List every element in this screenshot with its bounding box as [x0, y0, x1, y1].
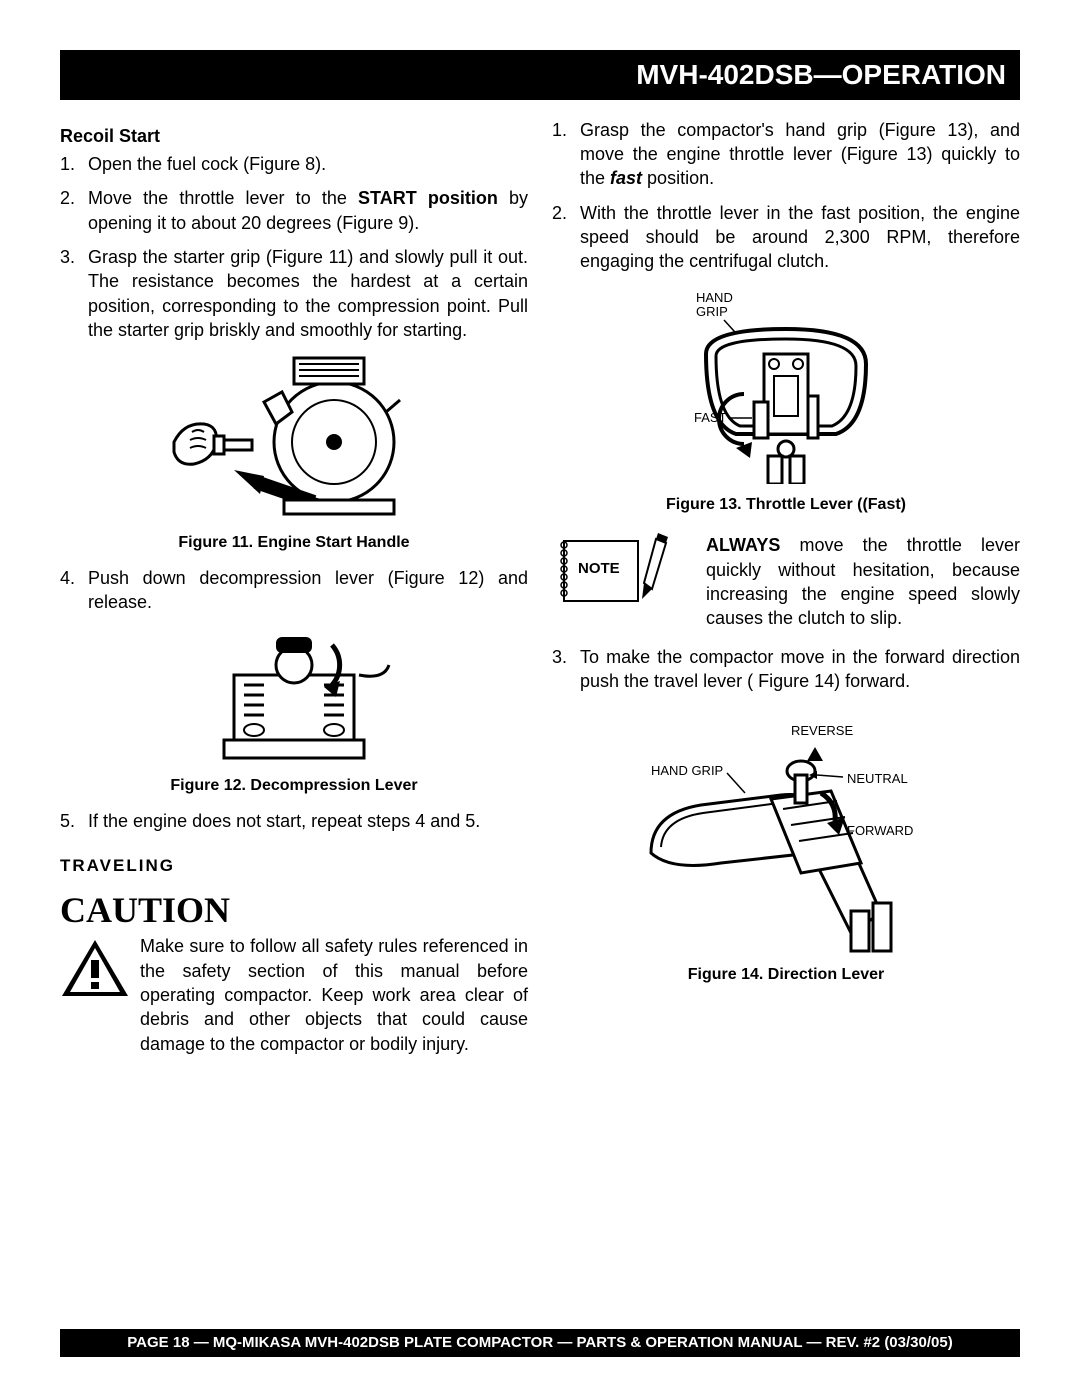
- content-columns: Recoil Start Open the fuel cock (Figure …: [60, 118, 1020, 1056]
- warning-triangle-icon: [60, 938, 130, 1000]
- hand-grip-label: HAND: [696, 290, 733, 305]
- step-2: Move the throttle lever to the START pos…: [60, 186, 528, 235]
- throttle-lever-diagram: HAND GRIP FAST: [656, 284, 916, 484]
- figure-14: REVERSE HAND GRIP NEUTRAL FORWARD: [552, 713, 1020, 959]
- right-column: Grasp the compactor's hand grip (Figure …: [552, 118, 1020, 1056]
- step-3: Grasp the starter grip (Figure 11) and s…: [60, 245, 528, 342]
- recoil-steps-2: Push down decompression lever (Figure 12…: [60, 566, 528, 615]
- forward-label: FORWARD: [847, 823, 913, 838]
- r-step-3: To make the compactor move in the forwar…: [552, 645, 1020, 694]
- direction-lever-diagram: REVERSE HAND GRIP NEUTRAL FORWARD: [621, 713, 951, 953]
- step-5: If the engine does not start, repeat ste…: [60, 809, 528, 833]
- caution-title: CAUTION: [60, 886, 528, 935]
- figure-11: [60, 352, 528, 528]
- header-bar: MVH-402DSB—OPERATION: [60, 50, 1020, 100]
- note-block: NOTE ALWAYS move the throttle lever quic…: [552, 533, 1020, 630]
- note-text: ALWAYS move the throttle lever quickly w…: [706, 533, 1020, 630]
- step-4: Push down decompression lever (Figure 12…: [60, 566, 528, 615]
- reverse-label: REVERSE: [791, 723, 853, 738]
- r-step-2: With the throttle lever in the fast posi…: [552, 201, 1020, 274]
- figure-12-caption: Figure 12. Decompression Lever: [60, 775, 528, 797]
- note-icon: NOTE: [552, 533, 692, 613]
- step-1: Open the fuel cock (Figure 8).: [60, 152, 528, 176]
- traveling-heading: TRAVELING: [60, 855, 528, 878]
- figure-14-caption: Figure 14. Direction Lever: [552, 964, 1020, 986]
- figure-12: [60, 625, 528, 771]
- footer-text: PAGE 18 — MQ-MIKASA MVH-402DSB PLATE COM…: [127, 1334, 952, 1351]
- footer-bar: PAGE 18 — MQ-MIKASA MVH-402DSB PLATE COM…: [60, 1329, 1020, 1357]
- figure-13: HAND GRIP FAST: [552, 284, 1020, 490]
- neutral-label: NEUTRAL: [847, 771, 908, 786]
- recoil-start-heading: Recoil Start: [60, 124, 528, 148]
- recoil-steps: Open the fuel cock (Figure 8). Move the …: [60, 152, 528, 342]
- figure-11-caption: Figure 11. Engine Start Handle: [60, 532, 528, 554]
- note-label: NOTE: [578, 560, 620, 577]
- traveling-steps: Grasp the compactor's hand grip (Figure …: [552, 118, 1020, 274]
- caution-text: Make sure to follow all safety rules ref…: [140, 934, 528, 1055]
- engine-start-handle-diagram: [164, 352, 424, 522]
- figure-13-caption: Figure 13. Throttle Lever ((Fast): [552, 494, 1020, 516]
- recoil-steps-3: If the engine does not start, repeat ste…: [60, 809, 528, 833]
- traveling-steps-2: To make the compactor move in the forwar…: [552, 645, 1020, 694]
- r-step-1: Grasp the compactor's hand grip (Figure …: [552, 118, 1020, 191]
- decompression-lever-diagram: [194, 625, 394, 765]
- hand-grip-label-2: HAND GRIP: [651, 763, 723, 778]
- svg-text:GRIP: GRIP: [696, 304, 728, 319]
- left-column: Recoil Start Open the fuel cock (Figure …: [60, 118, 528, 1056]
- caution-block: Make sure to follow all safety rules ref…: [60, 934, 528, 1055]
- header-title: MVH-402DSB—OPERATION: [636, 59, 1006, 90]
